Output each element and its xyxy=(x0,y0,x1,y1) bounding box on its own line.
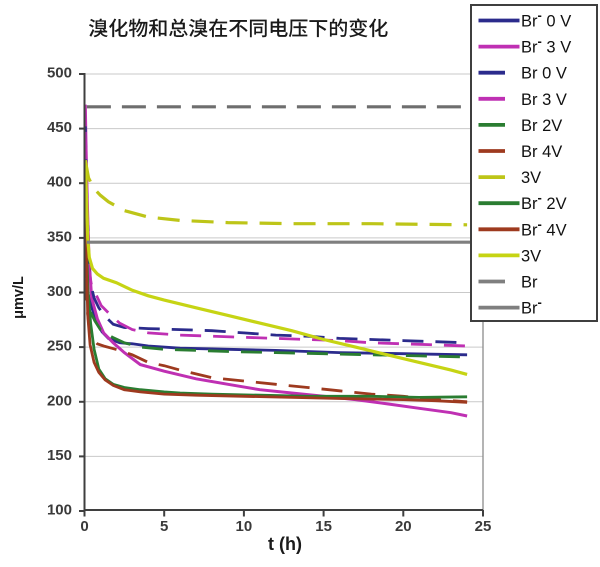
svg-text:500: 500 xyxy=(47,65,72,82)
svg-text:350: 350 xyxy=(47,228,72,245)
svg-text:100: 100 xyxy=(47,502,72,519)
svg-text:400: 400 xyxy=(47,174,72,191)
svg-text:15: 15 xyxy=(315,518,332,535)
svg-text:Br- 3 V: Br- 3 V xyxy=(521,34,571,57)
svg-text:Br 0 V: Br 0 V xyxy=(521,65,567,83)
svg-text:μmv/L: μmv/L xyxy=(11,276,27,319)
svg-text:t (h): t (h) xyxy=(268,534,302,554)
svg-text:Br 2V: Br 2V xyxy=(521,117,562,135)
svg-text:Br- 0 V: Br- 0 V xyxy=(521,8,571,31)
svg-text:Br- 2V: Br- 2V xyxy=(521,190,567,213)
svg-text:300: 300 xyxy=(47,283,72,300)
svg-text:450: 450 xyxy=(47,119,72,136)
svg-text:5: 5 xyxy=(160,518,168,535)
svg-text:3V: 3V xyxy=(521,169,541,187)
svg-text:20: 20 xyxy=(395,518,412,535)
svg-text:Br: Br xyxy=(521,274,538,292)
svg-text:3V: 3V xyxy=(521,247,541,265)
svg-text:250: 250 xyxy=(47,338,72,355)
svg-text:0: 0 xyxy=(80,518,88,535)
svg-text:Br 4V: Br 4V xyxy=(521,143,562,161)
svg-text:150: 150 xyxy=(47,447,72,464)
svg-text:10: 10 xyxy=(236,518,253,535)
svg-text:Br-: Br- xyxy=(521,295,542,318)
svg-text:25: 25 xyxy=(475,518,492,535)
svg-text:Br- 4V: Br- 4V xyxy=(521,216,567,239)
svg-text:Br 3 V: Br 3 V xyxy=(521,91,567,109)
svg-text:200: 200 xyxy=(47,392,72,409)
